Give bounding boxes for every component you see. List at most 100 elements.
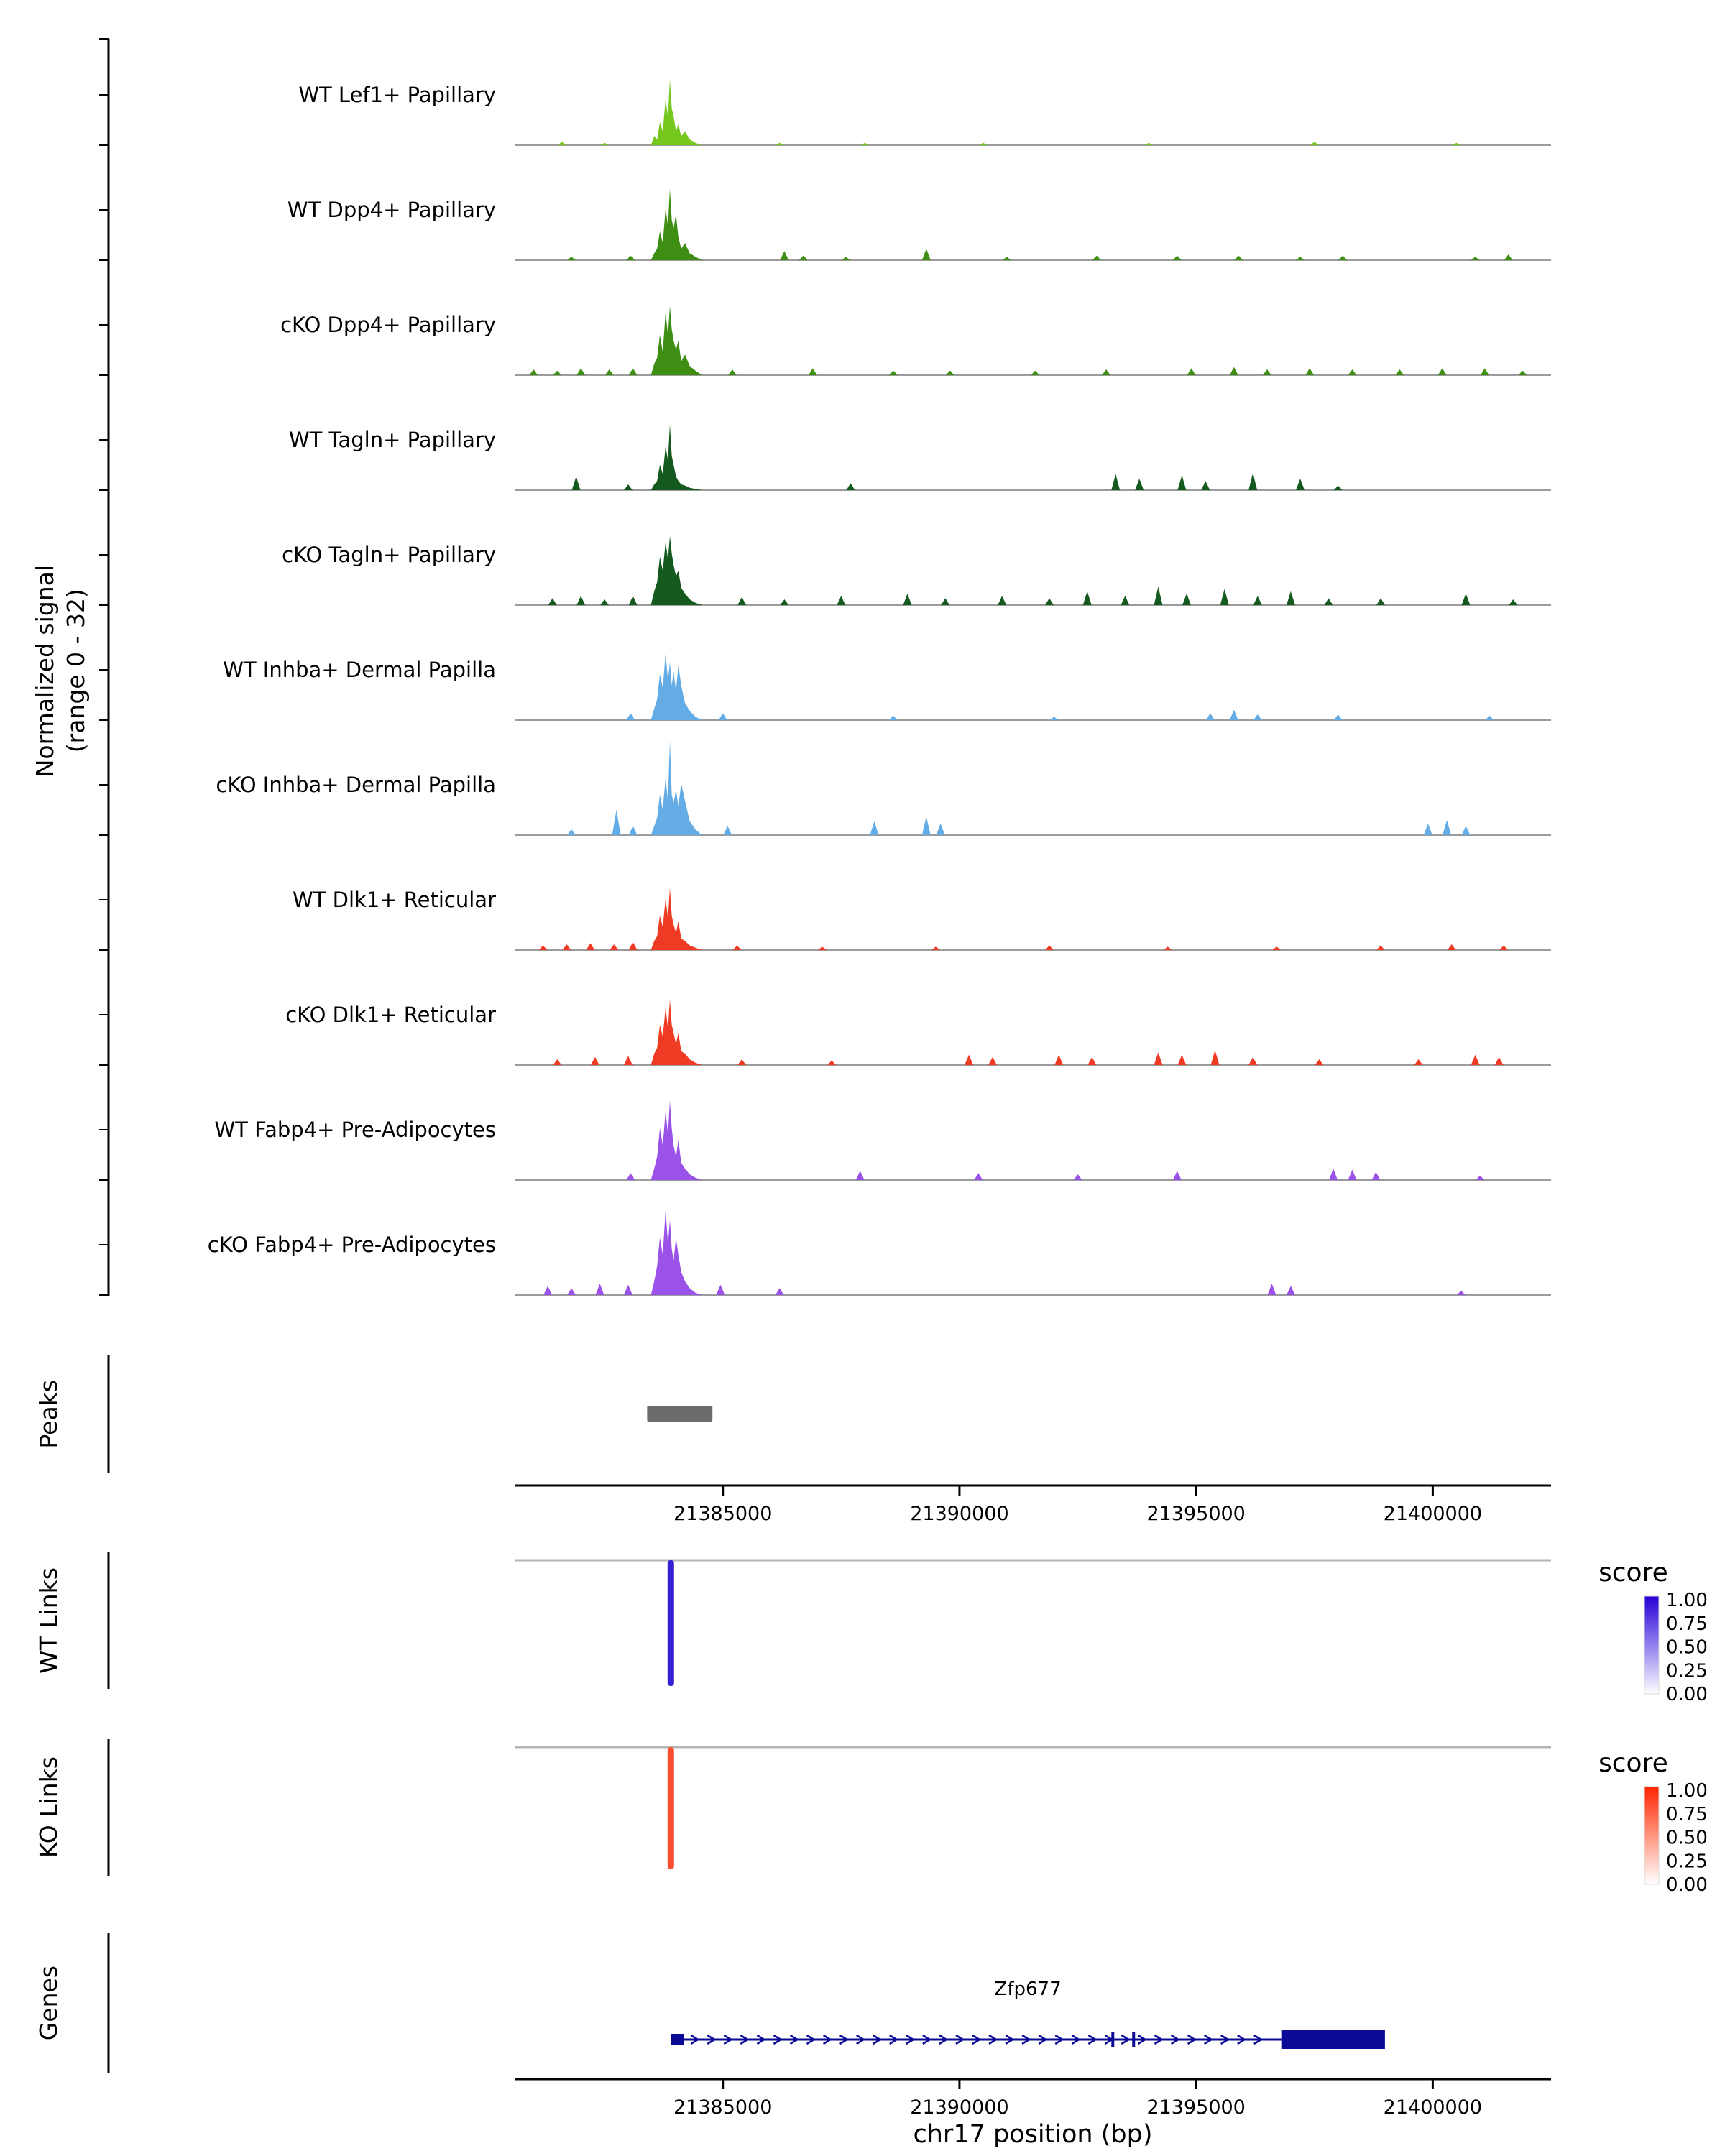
ko-links-score-legend-tick-label: 0.00 [1666, 1874, 1708, 1896]
signal-noise-bump [1002, 257, 1011, 260]
signal-noise-bump [936, 824, 945, 835]
signal-noise-bump [1296, 479, 1305, 490]
ko-links-section-label: KO Links [34, 1756, 63, 1858]
track-label: cKO Inhba+ Dermal Papilla [216, 773, 496, 797]
signal-noise-bump [974, 1173, 983, 1180]
track-label: WT Inhba+ Dermal Papilla [223, 658, 496, 682]
gene-strand-arrow [889, 2034, 899, 2045]
signal-noise-bump [1220, 589, 1229, 605]
signal-noise-bump [1376, 598, 1385, 605]
signal-noise-bump [543, 1286, 553, 1295]
track-label: WT Lef1+ Papillary [298, 83, 496, 107]
signal-noise-bump [780, 251, 789, 260]
signal-noise-bump [1324, 598, 1333, 605]
track-label: cKO Fabp4+ Pre-Adipocytes [208, 1233, 496, 1257]
ko-links-score-legend-tick-label: 0.75 [1666, 1804, 1708, 1825]
signal-noise-bump [855, 1171, 865, 1180]
signal-peak-cluster [650, 536, 702, 605]
gene-strand-arrow [1137, 2034, 1147, 2045]
signal-noise-bump [1509, 599, 1518, 605]
ko-score-legend-title: score [1598, 1749, 1668, 1778]
x-axis-title: chr17 position (bp) [913, 2120, 1153, 2149]
signal-noise-bump [624, 484, 632, 490]
genes-section-label-wrap: Genes [26, 1933, 72, 2073]
wt-score-legend-title: score [1598, 1558, 1668, 1588]
signal-noise-bump [1443, 820, 1452, 835]
signal-noise-bump [1452, 142, 1461, 145]
signal-noise-bump [626, 1173, 635, 1180]
signal-noise-bump [1456, 1290, 1466, 1295]
signal-noise-bump [1201, 481, 1210, 490]
wt-links-score-legend-tick-label: 0.25 [1666, 1660, 1708, 1682]
signal-noise-bump [624, 1056, 632, 1065]
signal-noise-bump [1447, 944, 1456, 950]
gene-strand-arrow [1121, 2034, 1131, 2045]
gene-strand-arrow [773, 2034, 783, 2045]
signal-noise-bump [628, 596, 638, 605]
signal-noise-bump [576, 596, 586, 605]
signal-noise-bump [576, 368, 586, 375]
signal-peak-cluster [650, 79, 702, 145]
signal-noise-bump [1229, 367, 1238, 375]
signal-noise-bump [1333, 485, 1343, 490]
signal-noise-bump [626, 255, 635, 260]
x-axis-tick-label: 21395000 [1146, 2096, 1245, 2119]
signal-noise-bump [1272, 946, 1282, 950]
signal-noise-bump [1305, 368, 1315, 375]
wt-links-section-label: WT Links [34, 1567, 63, 1674]
gene-exon-tick [1111, 2032, 1115, 2047]
gene-strand-arrow [1021, 2034, 1031, 2045]
gene-strand-arrow [873, 2034, 883, 2045]
track-label: cKO Tagln+ Papillary [282, 543, 496, 567]
signal-noise-bump [590, 1056, 599, 1065]
signal-noise-bump [1286, 1286, 1295, 1295]
gene-strand-arrow [806, 2034, 816, 2045]
signal-noise-bump [1329, 1169, 1338, 1180]
signal-noise-bump [932, 946, 940, 950]
track-label: WT Dlk1+ Reticular [293, 888, 496, 912]
wt-links-score-legend-tick-label: 0.75 [1666, 1613, 1708, 1635]
signal-noise-bump [1253, 714, 1262, 720]
gene-strand-arrow [723, 2034, 733, 2045]
x-axis-tick-label: 21400000 [1384, 1503, 1482, 1525]
signal-noise-bump [1267, 1284, 1276, 1295]
ko-links-score-legend-tick-label: 1.00 [1666, 1780, 1708, 1802]
signal-noise-bump [1187, 368, 1196, 375]
signal-noise-bump [1248, 473, 1258, 490]
signal-noise-bump [775, 1288, 784, 1295]
signal-noise-bump [1172, 1171, 1182, 1180]
signal-noise-bump [799, 255, 808, 260]
peaks-section-label: Peaks [34, 1380, 63, 1449]
x-axis-tick-label: 21385000 [673, 1503, 772, 1525]
gene-strand-arrow [939, 2034, 949, 2045]
signal-noise-bump [1177, 1054, 1187, 1065]
signal-noise-bump [1082, 591, 1092, 605]
signal-noise-bump [553, 370, 562, 375]
signal-noise-bump [945, 370, 954, 375]
signal-noise-bump [571, 476, 581, 490]
signal-noise-bump [1310, 142, 1319, 145]
signal-peak-cluster [650, 888, 702, 950]
signal-peak-cluster [650, 306, 702, 375]
signal-noise-bump [626, 713, 635, 720]
gene-exon-box [1281, 2030, 1385, 2049]
signal-noise-bump [727, 369, 737, 375]
signal-noise-bump [1248, 1056, 1258, 1065]
signal-noise-bump [827, 1060, 837, 1065]
signal-noise-bump [846, 483, 855, 490]
signal-noise-bump [1395, 369, 1404, 375]
signal-noise-bump [557, 142, 566, 145]
signal-noise-bump [1031, 370, 1040, 375]
gene-strand-arrow [856, 2034, 866, 2045]
signal-noise-bump [529, 369, 538, 375]
gene-strand-arrow [988, 2034, 998, 2045]
signal-noise-bump [1229, 709, 1238, 720]
signal-noise-bump [567, 1288, 576, 1295]
signal-noise-bump [1371, 1171, 1381, 1180]
signal-noise-bump [1054, 1054, 1064, 1065]
track-label: cKO Dlk1+ Reticular [285, 1003, 496, 1027]
signal-noise-bump [1092, 255, 1101, 260]
signal-noise-bump [1210, 1050, 1220, 1065]
